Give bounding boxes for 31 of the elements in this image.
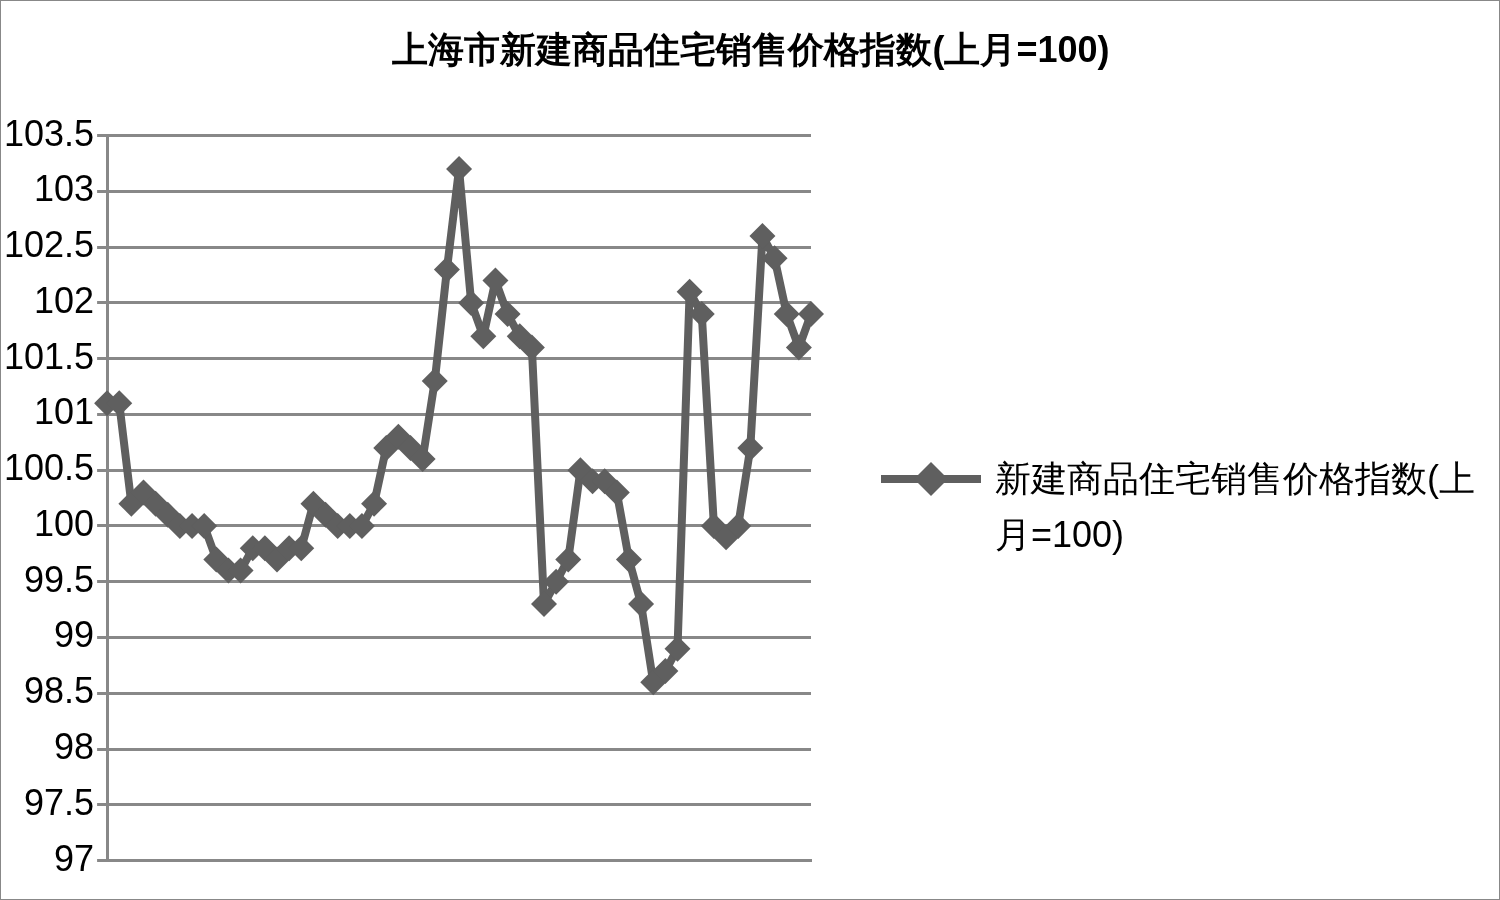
point xyxy=(203,546,230,573)
point xyxy=(603,479,630,506)
y-tick-label: 98.5 xyxy=(24,670,95,712)
y-tick-label: 98 xyxy=(54,725,95,767)
point xyxy=(494,301,521,328)
y-tick-label: 102.5 xyxy=(3,224,95,266)
point xyxy=(361,490,388,517)
y-tick-label: 101.5 xyxy=(3,335,95,377)
y-tick-label: 102 xyxy=(34,279,95,321)
point xyxy=(798,301,824,328)
y-tick-label: 101 xyxy=(34,391,95,433)
point xyxy=(773,301,800,328)
point xyxy=(543,568,570,595)
y-tick-label: 99.5 xyxy=(24,558,95,600)
y-tick-label: 100 xyxy=(34,502,95,544)
y-tick-label: 103.5 xyxy=(3,112,95,154)
point xyxy=(628,591,655,618)
point xyxy=(725,512,752,539)
y-tick-label: 97.5 xyxy=(24,781,95,823)
y-tick-label: 103 xyxy=(34,168,95,210)
y-tick-label: 99 xyxy=(54,614,95,656)
point xyxy=(785,334,812,361)
point xyxy=(433,256,460,283)
y-tick-label: 100.5 xyxy=(3,447,95,489)
y-tick-label: 97 xyxy=(54,837,95,879)
legend-label: 新建商品住宅销售价格指数(上月=100) xyxy=(995,457,1476,557)
chart-title: 上海市新建商品住宅销售价格指数(上月=100) xyxy=(391,28,1111,72)
point xyxy=(652,657,679,684)
point xyxy=(615,546,642,573)
point xyxy=(555,546,582,573)
point xyxy=(713,524,740,551)
